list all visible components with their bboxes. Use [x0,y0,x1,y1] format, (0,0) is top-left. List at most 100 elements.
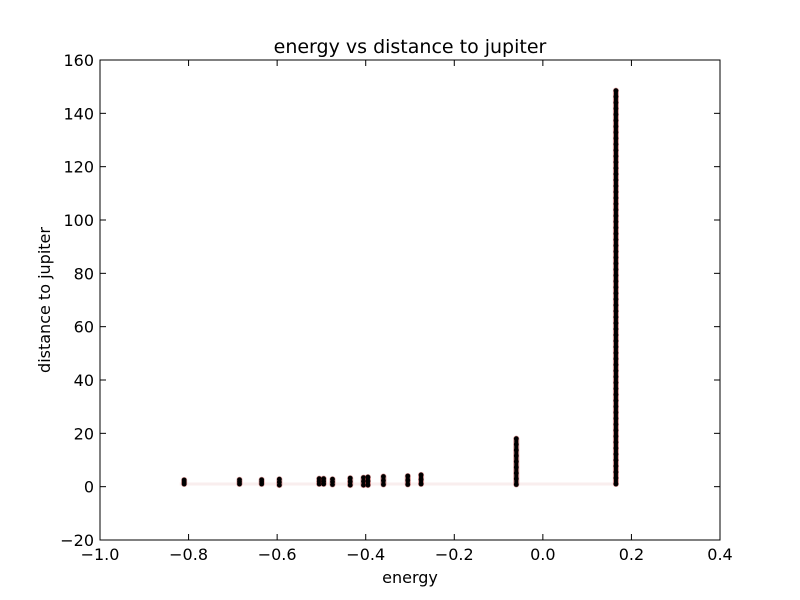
data-point [613,201,619,207]
data-point [613,219,619,225]
x-tick-label: −0.6 [258,545,297,564]
data-point [418,472,424,478]
data-point [613,392,619,398]
data-point [613,153,619,159]
data-point [361,478,366,484]
data-point [513,436,519,442]
data-point [613,249,619,254]
data-point [613,112,619,117]
data-point [613,231,619,237]
point-cluster-10 [380,473,387,488]
data-point [276,482,282,488]
data-point [613,344,619,350]
data-point [613,439,619,445]
x-tick-label: 0.4 [707,545,732,564]
chart-title: energy vs distance to jupiter [274,36,547,58]
point-cluster-6 [329,476,336,488]
point-cluster-0 [181,477,188,487]
data-point [613,213,619,219]
data-point [613,296,619,302]
data-point [513,447,519,453]
y-tick-label: 120 [63,158,94,177]
data-point [613,106,619,111]
data-point [613,475,619,481]
plot-frame [99,59,721,541]
data-point [613,165,619,171]
y-tick-label: 160 [63,51,94,70]
data-point [613,261,619,266]
data-point [321,481,327,487]
data-point [613,481,619,487]
data-point [405,473,411,479]
data-point [613,290,619,296]
data-point [613,326,619,332]
data-point [613,278,619,284]
data-point [613,124,619,129]
data-point [613,225,619,231]
data-point [613,195,619,201]
data-point [613,284,619,290]
data-point [365,482,371,488]
data-point [613,255,619,260]
data-point [613,135,619,141]
point-cluster-3 [276,476,283,489]
data-point [361,475,366,480]
data-point [613,243,619,249]
data-point [613,469,619,475]
data-point [513,442,519,447]
data-point [613,463,619,469]
point-cluster-1 [236,476,243,487]
data-point [613,189,619,195]
point-cluster-2 [258,476,265,487]
x-tick-label: −0.4 [346,545,385,564]
data-point [405,477,411,483]
plot-area [179,87,619,489]
data-point [613,350,619,356]
data-point [613,362,619,368]
data-point [316,481,322,487]
data-point [513,482,519,487]
data-point [513,453,519,459]
y-tick-label: 40 [74,371,94,390]
data-point [613,94,619,100]
data-point [613,159,619,165]
data-point [613,118,619,123]
data-point [613,267,619,272]
data-point [513,470,519,476]
point-cluster-4 [316,475,323,487]
data-point [381,474,386,479]
data-point [330,482,335,487]
data-point [613,374,619,380]
data-point [418,477,424,482]
y-tick-label: 140 [63,104,94,123]
x-tick-label: 0.0 [530,545,555,564]
point-cluster-8 [360,474,367,489]
data-point [613,314,619,320]
y-tick-label: 100 [63,211,94,230]
y-tick-label: −20 [60,531,94,550]
data-point [613,141,619,147]
data-point [381,482,386,487]
data-point [365,474,371,480]
data-point [613,207,619,213]
data-point [613,427,619,433]
y-axis-label: distance to jupiter [35,227,54,373]
data-point [613,368,619,374]
data-point [613,177,619,183]
x-tick-label: −1.0 [81,545,120,564]
data-point [513,464,519,470]
x-tick-label: −0.8 [169,545,208,564]
y-tick-label: 80 [74,264,94,283]
point-cluster-7 [347,475,354,489]
data-point [613,416,619,421]
point-cluster-13 [513,435,520,488]
data-point [613,422,619,427]
data-point [613,380,619,386]
data-point [613,433,619,439]
point-cluster-14 [612,87,619,487]
data-point [613,398,619,403]
data-point [613,356,619,362]
data-point [361,482,366,488]
data-point [613,183,619,189]
data-point [418,481,424,487]
